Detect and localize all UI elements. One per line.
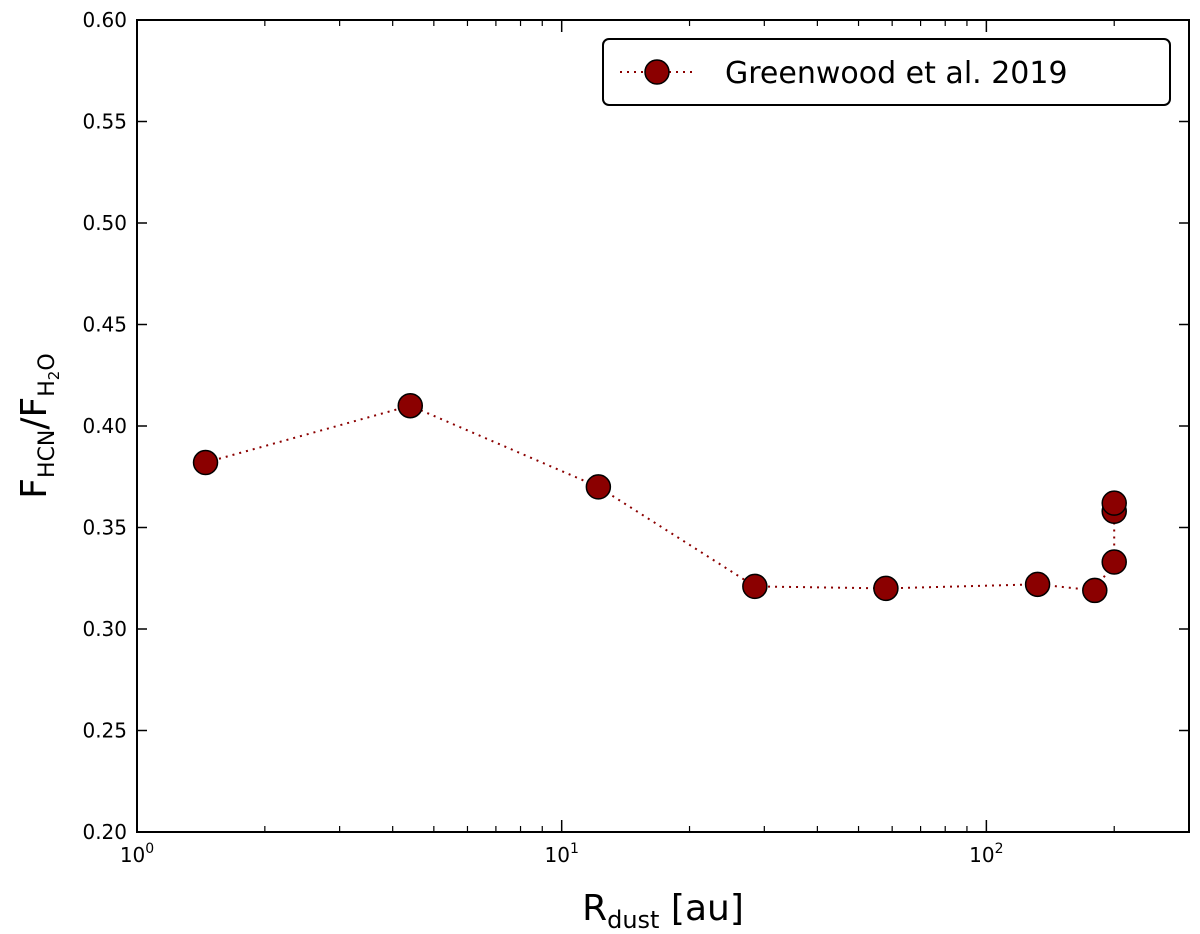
data-point-1 (397, 392, 424, 419)
legend: Greenwood et al. 2019 (602, 38, 1171, 106)
y-tick-label: 0.60 (82, 8, 127, 32)
data-point-9 (1101, 490, 1127, 516)
plot-area (136, 19, 1190, 833)
data-point-2 (585, 474, 612, 500)
legend-label: Greenwood et al. 2019 (725, 56, 1068, 91)
x-tick-label: 100 (120, 841, 154, 867)
series-layer (192, 392, 1127, 604)
y-axis-ticks: 0.20 0.25 0.30 0.35 0.40 0.45 0.50 0.55 0.60 (82, 8, 1189, 844)
y-tick-label: 0.55 (82, 110, 127, 134)
y-tick-label: 0.25 (82, 719, 127, 743)
data-point-7 (1101, 549, 1127, 575)
y-tick-label: 0.50 (82, 211, 127, 235)
x-tick-label: 101 (544, 841, 578, 867)
x-tick-label: 102 (969, 841, 1003, 867)
y-tick-label: 0.35 (82, 516, 127, 540)
data-point-0 (192, 449, 219, 476)
data-point-4 (873, 575, 899, 602)
x-axis-label: Rdust [au] (582, 888, 744, 934)
y-tick-label: 0.45 (82, 313, 127, 337)
data-point-6 (1082, 577, 1108, 604)
y-axis-label: FHCN/FH2O (14, 353, 63, 498)
x-axis-ticks: 100 101 102 (120, 20, 1190, 867)
legend-marker (644, 59, 670, 85)
series-line-0 (205, 404, 1116, 592)
data-point-5 (1024, 571, 1051, 598)
y-tick-label: 0.20 (82, 820, 127, 844)
data-point-3 (742, 573, 768, 600)
y-tick-label: 0.40 (82, 414, 127, 438)
y-tick-label: 0.30 (82, 617, 127, 641)
legend-box (602, 38, 1171, 106)
